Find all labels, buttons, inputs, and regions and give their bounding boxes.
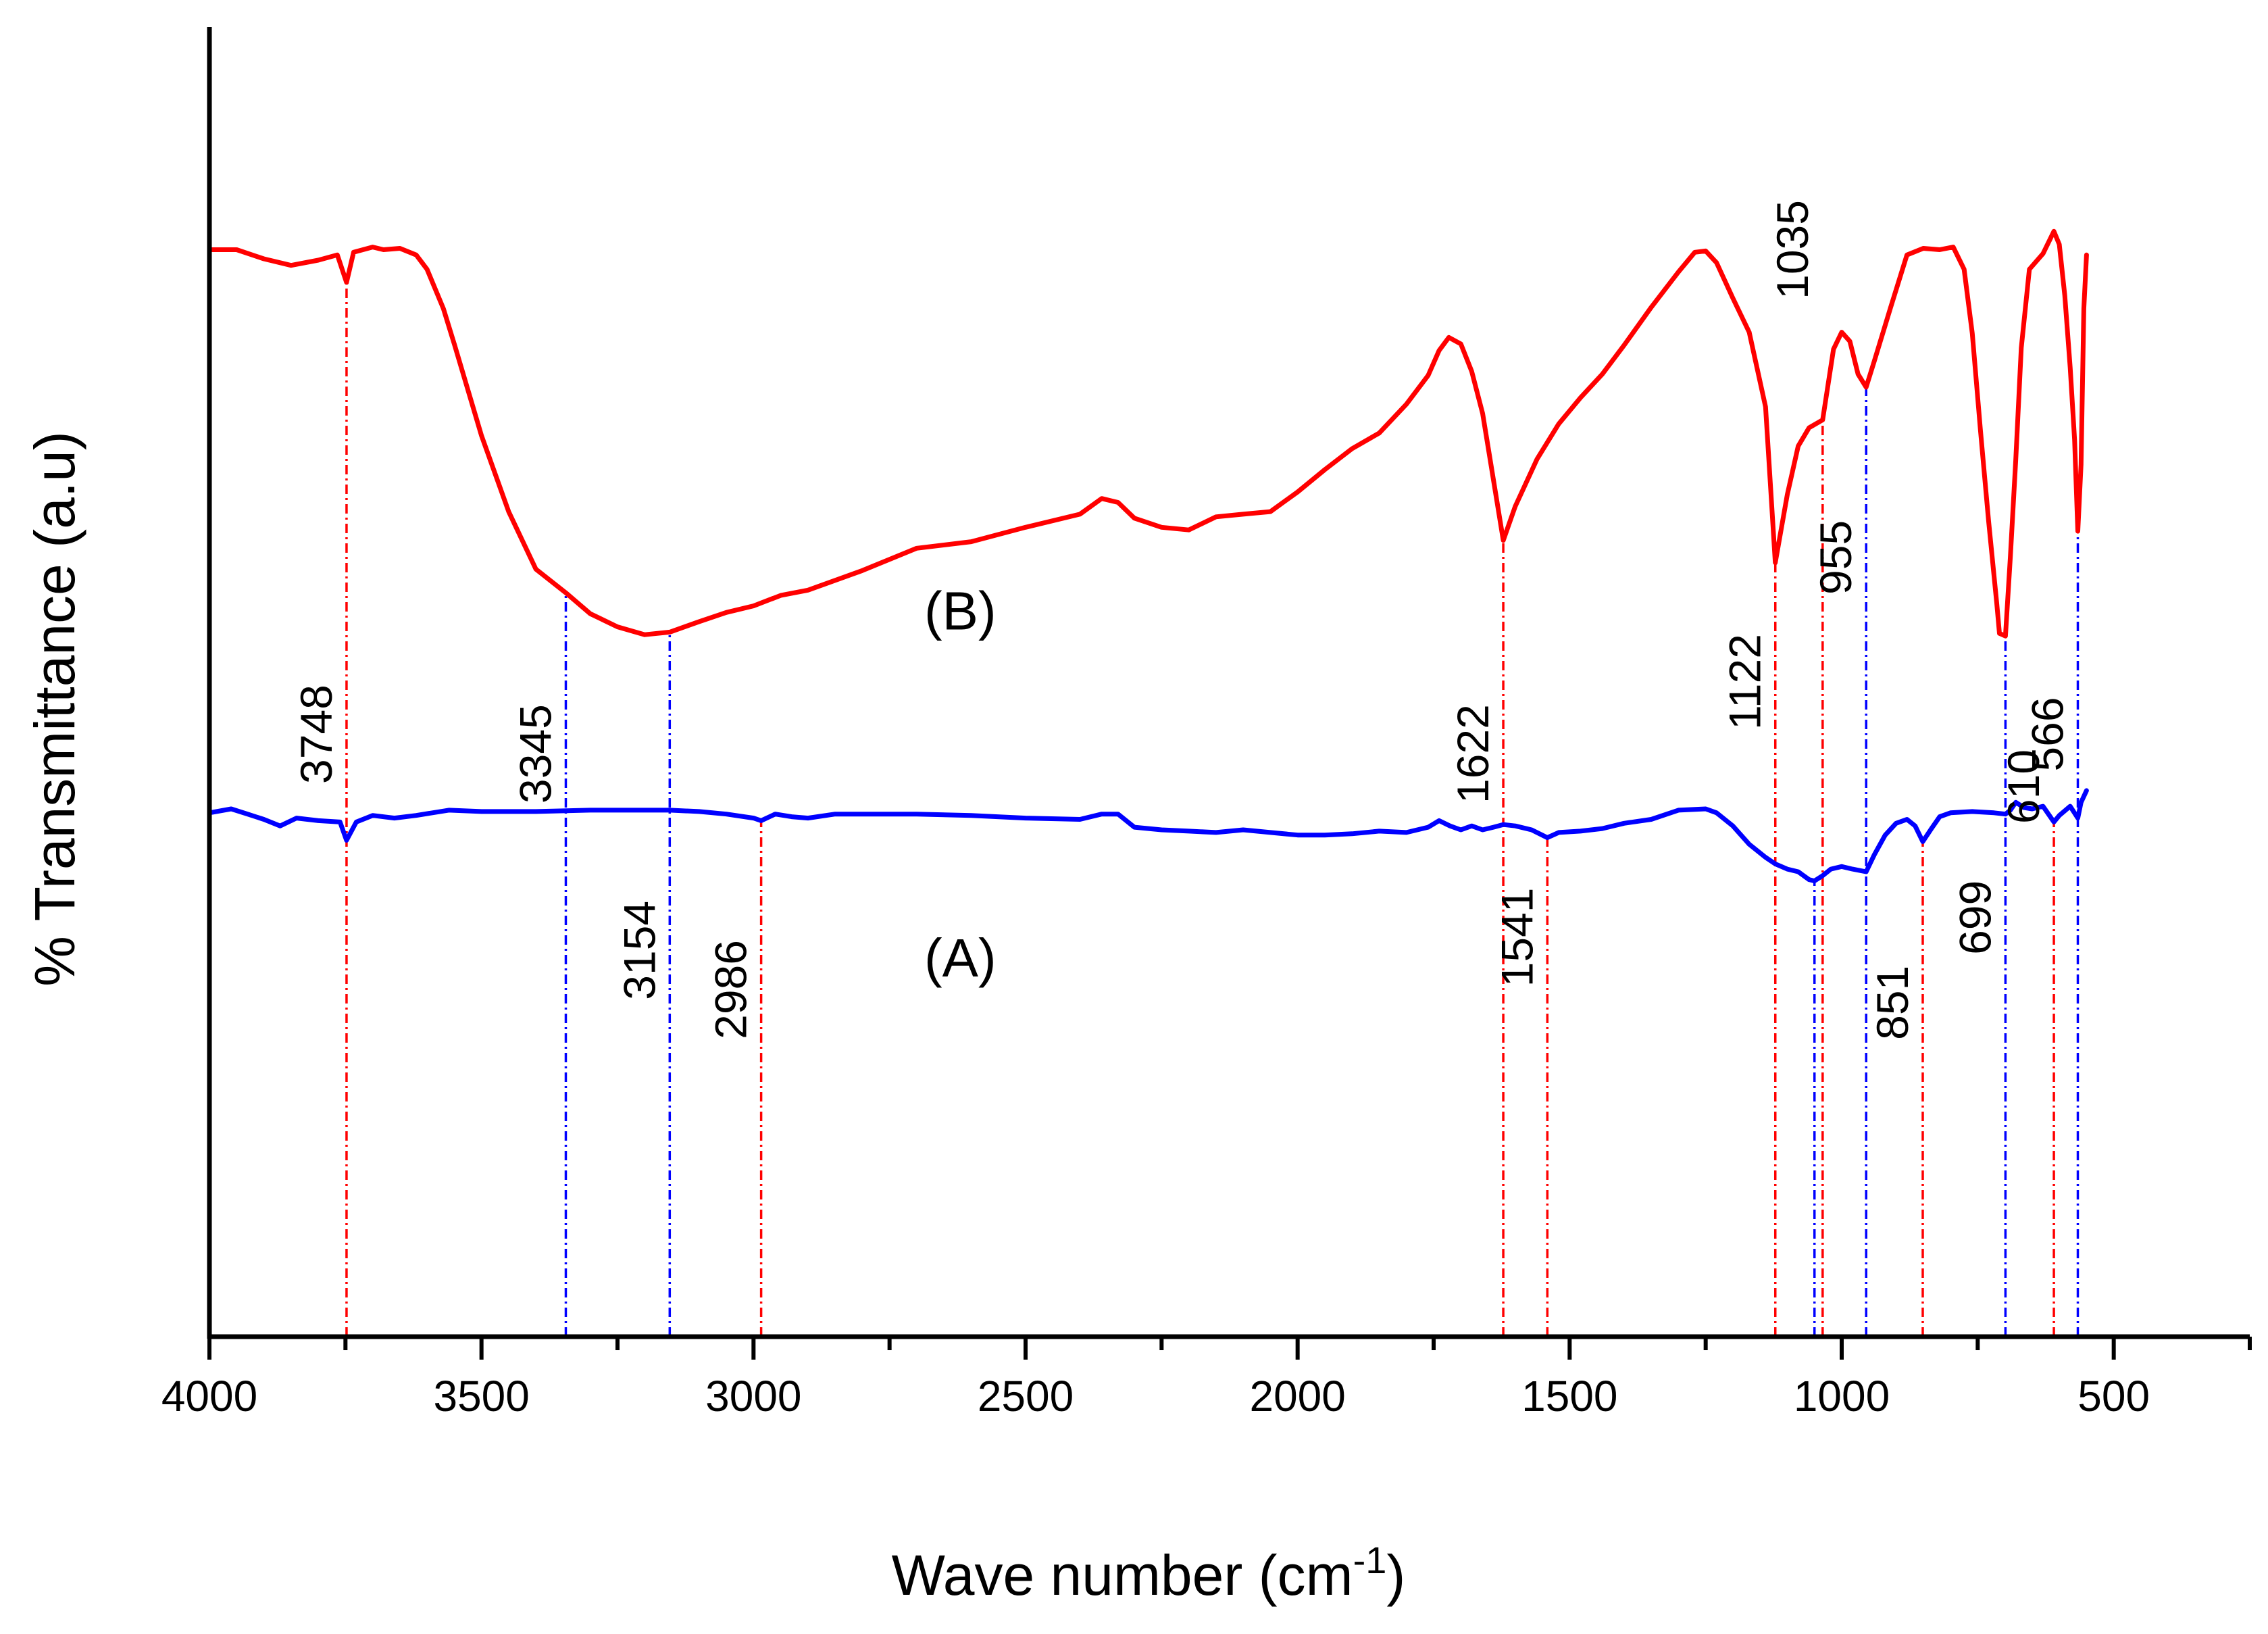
peak-label-2986: 2986 xyxy=(706,940,756,1039)
axes: 4000 3500 3000 2500 2000 1500 1000 500 xyxy=(161,27,2252,1420)
x-tick-label: 3500 xyxy=(433,1372,529,1420)
peak-label-1622: 1622 xyxy=(1448,704,1498,803)
peak-label-1541: 1541 xyxy=(1492,887,1542,987)
x-tick-label: 3000 xyxy=(705,1372,801,1420)
series-A-line xyxy=(207,788,2089,884)
peak-label-610: 610 xyxy=(1998,749,2048,824)
peak-label-3748: 3748 xyxy=(291,685,341,784)
x-tick-label: 500 xyxy=(2077,1372,2150,1420)
series-B-line xyxy=(207,228,2089,639)
x-tick-label: 1500 xyxy=(1521,1372,1617,1420)
peak-label-851: 851 xyxy=(1867,966,1917,1040)
x-axis-title-close: ) xyxy=(1386,1543,1405,1607)
peak-label-1035: 1035 xyxy=(1767,200,1817,299)
series-label-A: (A) xyxy=(924,928,997,988)
x-axis-title-main: Wave number (cm xyxy=(892,1543,1353,1607)
x-tick-label: 2000 xyxy=(1249,1372,1345,1420)
peak-label-1122: 1122 xyxy=(1720,634,1770,730)
x-tick-label: 4000 xyxy=(161,1372,257,1420)
spectra-series xyxy=(207,228,2089,884)
y-axis-title: % Transmittance (a.u) xyxy=(23,431,86,987)
x-tick-label: 1000 xyxy=(1794,1372,1890,1420)
peak-label-955: 955 xyxy=(1811,520,1861,595)
peak-label-566: 566 xyxy=(2023,697,2073,771)
x-axis-ticks: 4000 3500 3000 2500 2000 1500 1000 500 xyxy=(161,1337,2252,1420)
peak-labels: 3748 3345 3154 2986 1622 1541 1122 1035 955 851 69… xyxy=(291,200,2073,1040)
x-axis-title: Wave number (cm-1) xyxy=(892,1539,1406,1607)
series-label-B: (B) xyxy=(924,580,997,641)
peak-label-3154: 3154 xyxy=(614,901,664,1000)
peak-label-699: 699 xyxy=(1950,881,2000,955)
x-axis-title-superscript: -1 xyxy=(1353,1539,1387,1581)
x-tick-label: 2500 xyxy=(978,1372,1074,1420)
peak-label-3345: 3345 xyxy=(510,704,560,803)
